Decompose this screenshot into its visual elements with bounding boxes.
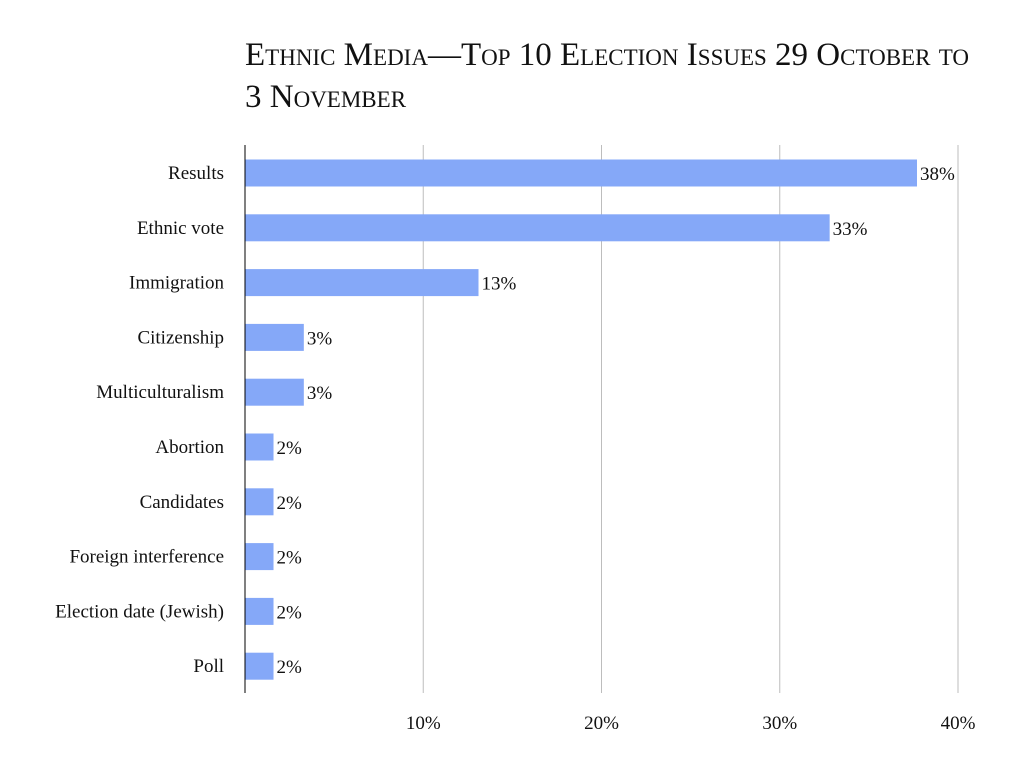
y-category-label: Election date (Jewish) [55, 601, 224, 622]
y-category-label: Foreign interference [69, 547, 224, 568]
bar [245, 652, 274, 680]
x-tick-label: 40% [941, 713, 976, 734]
bar [245, 323, 304, 351]
y-category-label: Results [168, 163, 224, 184]
bar [245, 214, 830, 242]
bar [245, 269, 479, 297]
data-label: 38% [920, 164, 955, 185]
y-category-label: Citizenship [137, 327, 224, 348]
bar [245, 597, 274, 625]
data-label: 3% [307, 328, 333, 349]
y-category-label: Poll [193, 656, 224, 677]
y-category-label: Candidates [140, 492, 224, 513]
data-label: 3% [307, 383, 333, 404]
y-category-label: Ethnic vote [137, 218, 224, 239]
y-category-label: Multiculturalism [96, 382, 224, 403]
y-category-label: Immigration [129, 273, 224, 294]
x-tick-label: 30% [762, 713, 797, 734]
data-label: 2% [277, 438, 303, 459]
x-tick-label: 10% [406, 713, 441, 734]
data-label: 2% [277, 657, 303, 678]
chart-title: Ethnic Media—Top 10 Election Issues 29 O… [245, 37, 969, 115]
data-label: 2% [277, 493, 303, 514]
bar [245, 159, 918, 187]
x-tick-label: 20% [584, 713, 619, 734]
data-label: 13% [482, 274, 517, 295]
bar [245, 488, 274, 516]
bar [245, 378, 304, 406]
data-label: 2% [277, 602, 303, 623]
data-label: 33% [833, 219, 868, 240]
bar [245, 433, 274, 461]
data-label: 2% [277, 548, 303, 569]
y-category-label: Abortion [155, 437, 224, 458]
bar [245, 543, 274, 571]
